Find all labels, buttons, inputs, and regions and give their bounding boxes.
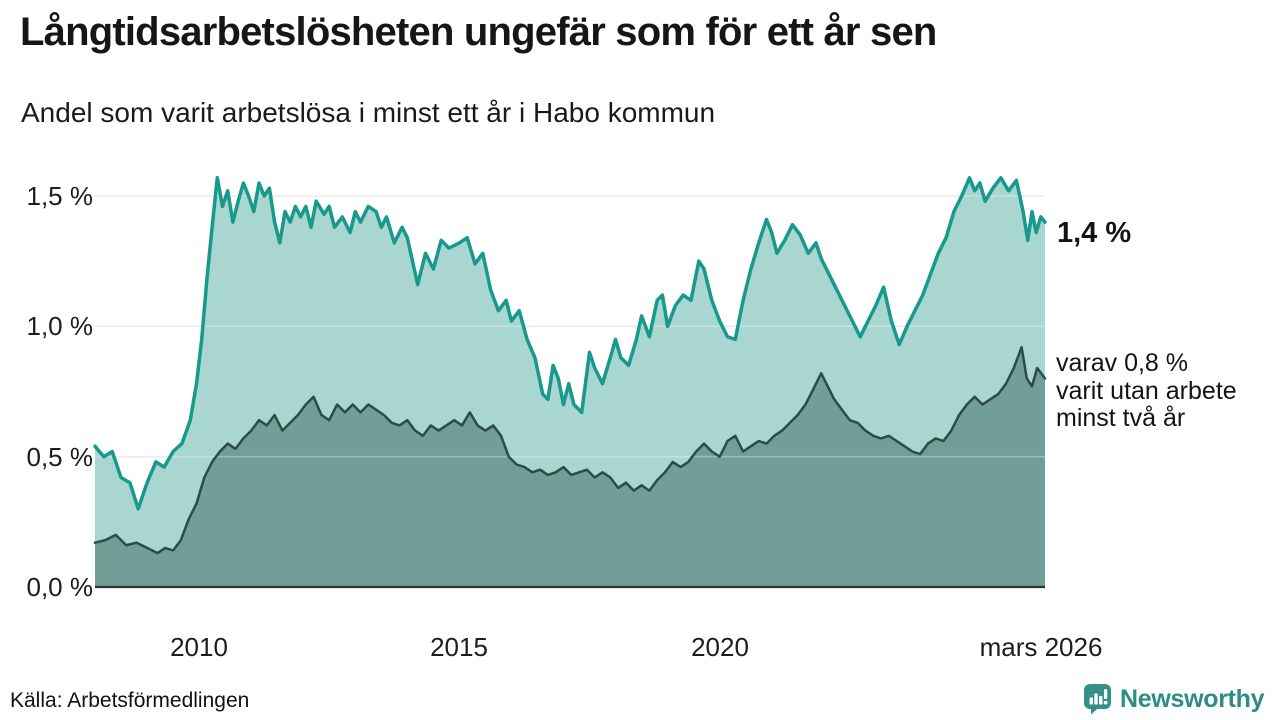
- newsworthy-wordmark: Newsworthy: [1120, 684, 1265, 713]
- page-title: Långtidsarbetslösheten ungefär som för e…: [20, 10, 937, 54]
- y-tick-label: 1,0 %: [26, 311, 94, 342]
- series-area-two-years-plus: [95, 347, 1045, 587]
- series-line-two-years-plus: [93, 345, 1047, 555]
- y-tick-label: 0,5 %: [26, 441, 94, 472]
- end-annotation-line-1: varav 0,8 %: [1056, 349, 1189, 377]
- newsworthy-bubble-chart-icon: [1084, 684, 1111, 715]
- x-tick-label: mars 2026: [979, 632, 1103, 662]
- y-tick-label: 1,5 %: [26, 181, 94, 211]
- source-credit: Källa: Arbetsförmedlingen: [10, 689, 250, 712]
- y-tick-label: 0,0 %: [26, 572, 94, 602]
- newsworthy-logo: Newsworthy: [1083, 683, 1265, 715]
- end-annotation-lower: varav 0,8 % varit utan arbete minst två …: [1056, 349, 1237, 433]
- series-line-year-plus: [93, 176, 1047, 511]
- chart-subtitle: Andel som varit arbetslösa i minst ett å…: [21, 97, 716, 128]
- end-value-label-upper: 1,4 %: [1057, 217, 1132, 249]
- end-annotation-line-2: varit utan arbete: [1056, 376, 1237, 405]
- x-tick-label: 2015: [430, 632, 488, 662]
- x-tick-label: 2020: [691, 632, 749, 662]
- end-annotation-line-3: minst två år: [1056, 404, 1186, 432]
- x-tick-label: 2010: [170, 632, 228, 662]
